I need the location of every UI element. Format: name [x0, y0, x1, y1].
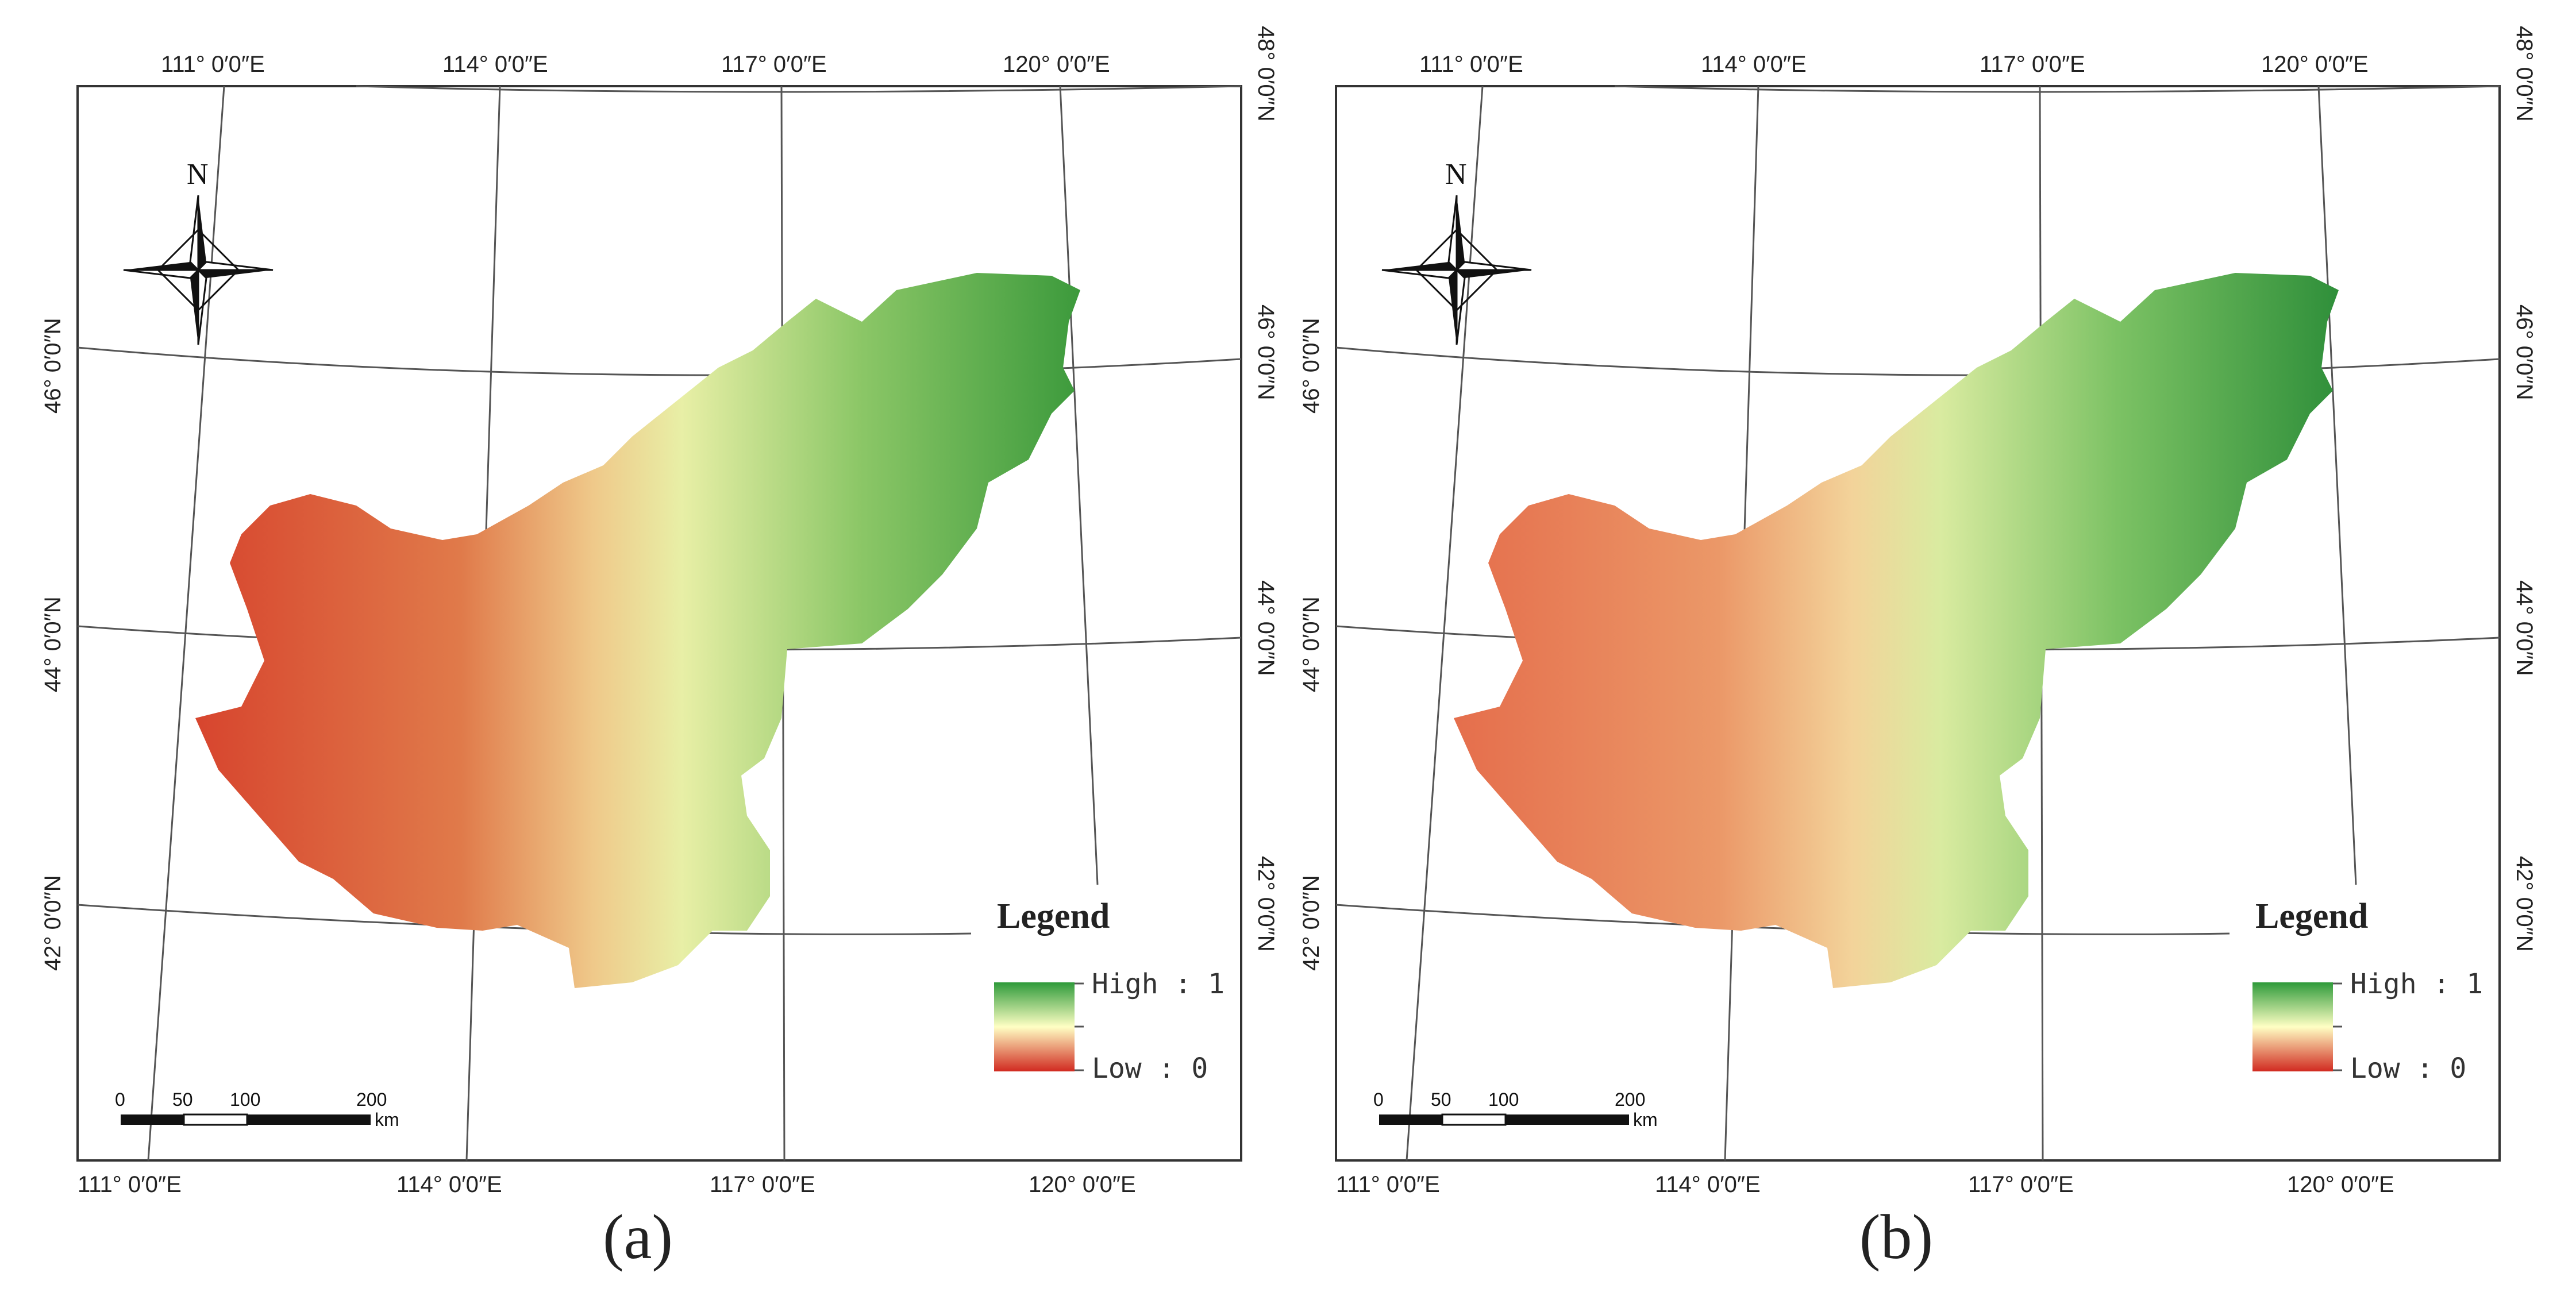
- map-figure: [1335, 85, 2501, 1162]
- legend-low-label: Low : 0: [2350, 1052, 2467, 1085]
- right-lat-label: 48° 0′0″N: [2512, 26, 2537, 122]
- left-lat-label: 42° 0′0″N: [40, 875, 66, 971]
- bottom-lon-label: 111° 0′0″E: [78, 1172, 182, 1197]
- north-label: N: [1445, 158, 1467, 191]
- study-region: [1454, 273, 2339, 988]
- scale-tick-label: 50: [172, 1089, 193, 1110]
- legend-ramp: [2252, 982, 2333, 1071]
- bottom-lon-label: 111° 0′0″E: [1336, 1172, 1440, 1197]
- top-lon-label: 117° 0′0″E: [721, 52, 827, 77]
- north-arrow-icon: [1381, 195, 1532, 345]
- top-lon-label: 114° 0′0″E: [1701, 52, 1807, 77]
- top-lon-label: 111° 0′0″E: [1419, 52, 1523, 77]
- bottom-lon-label: 114° 0′0″E: [1655, 1172, 1761, 1197]
- scale-tick-label: 200: [356, 1089, 387, 1110]
- left-lat-label: 42° 0′0″N: [1299, 875, 1324, 971]
- scale-tick-label: 0: [1373, 1089, 1384, 1110]
- top-lon-label: 114° 0′0″E: [442, 52, 548, 77]
- right-lat-label: 44° 0′0″N: [2512, 580, 2537, 676]
- legend-high-label: High : 1: [2350, 968, 2483, 1000]
- legend-high-label: High : 1: [1092, 968, 1225, 1000]
- north-label: N: [187, 158, 209, 191]
- scale-bar: [1379, 1113, 1629, 1126]
- top-lon-label: 111° 0′0″E: [161, 52, 265, 77]
- map-panel-b: 111° 0′0″E 114° 0′0″E 117° 0′0″E 120° 0′…: [1258, 0, 2546, 1292]
- bottom-lon-label: 117° 0′0″E: [1968, 1172, 2074, 1197]
- map-frame: [1335, 85, 2501, 1162]
- right-lat-label: 46° 0′0″N: [2512, 304, 2537, 400]
- study-region: [195, 273, 1080, 988]
- legend-ramp: [994, 982, 1075, 1071]
- top-lon-label: 117° 0′0″E: [1980, 52, 2085, 77]
- map-labels: 111° 0′0″E 114° 0′0″E 117° 0′0″E 120° 0′…: [40, 26, 1279, 1197]
- bottom-lon-label: 120° 0′0″E: [1029, 1172, 1136, 1197]
- top-lon-label: 120° 0′0″E: [2261, 52, 2369, 77]
- top-lon-label: 120° 0′0″E: [1003, 52, 1110, 77]
- legend-low-label: Low : 0: [1092, 1052, 1208, 1085]
- right-lat-label: 44° 0′0″N: [1253, 580, 1279, 676]
- scale-tick-label: 100: [230, 1089, 260, 1110]
- right-lat-label: 42° 0′0″N: [1253, 856, 1279, 952]
- bottom-lon-label: 120° 0′0″E: [2287, 1172, 2394, 1197]
- legend-title: Legend: [2255, 897, 2369, 936]
- map-frame: [76, 85, 1242, 1162]
- scale-tick-label: 100: [1488, 1089, 1519, 1110]
- right-lat-label: 48° 0′0″N: [1253, 26, 1279, 122]
- right-lat-label: 46° 0′0″N: [1253, 304, 1279, 400]
- map-labels: 111° 0′0″E 114° 0′0″E 117° 0′0″E 120° 0′…: [1299, 26, 2537, 1197]
- bottom-lon-label: 114° 0′0″E: [396, 1172, 502, 1197]
- left-lat-label: 44° 0′0″N: [1299, 596, 1324, 692]
- right-lat-label: 42° 0′0″N: [2512, 856, 2537, 952]
- legend-title: Legend: [997, 897, 1110, 936]
- left-lat-label: 44° 0′0″N: [40, 596, 66, 692]
- scale-tick-label: 0: [115, 1089, 125, 1110]
- left-lat-label: 46° 0′0″N: [1299, 318, 1324, 414]
- north-arrow-icon: [123, 195, 274, 345]
- scale-unit-label: km: [1633, 1109, 1658, 1130]
- scale-tick-label: 200: [1615, 1089, 1645, 1110]
- scale-bar: [121, 1113, 371, 1126]
- scale-unit-label: km: [375, 1109, 399, 1130]
- panel-caption: (a): [602, 1202, 673, 1272]
- map-figure: [76, 85, 1242, 1162]
- bottom-lon-label: 117° 0′0″E: [710, 1172, 815, 1197]
- left-lat-label: 46° 0′0″N: [40, 318, 66, 414]
- panel-caption: (b): [1859, 1202, 1934, 1272]
- scale-tick-label: 50: [1431, 1089, 1451, 1110]
- map-panel-a: 111° 0′0″E 114° 0′0″E 117° 0′0″E 120° 0′…: [0, 0, 1287, 1292]
